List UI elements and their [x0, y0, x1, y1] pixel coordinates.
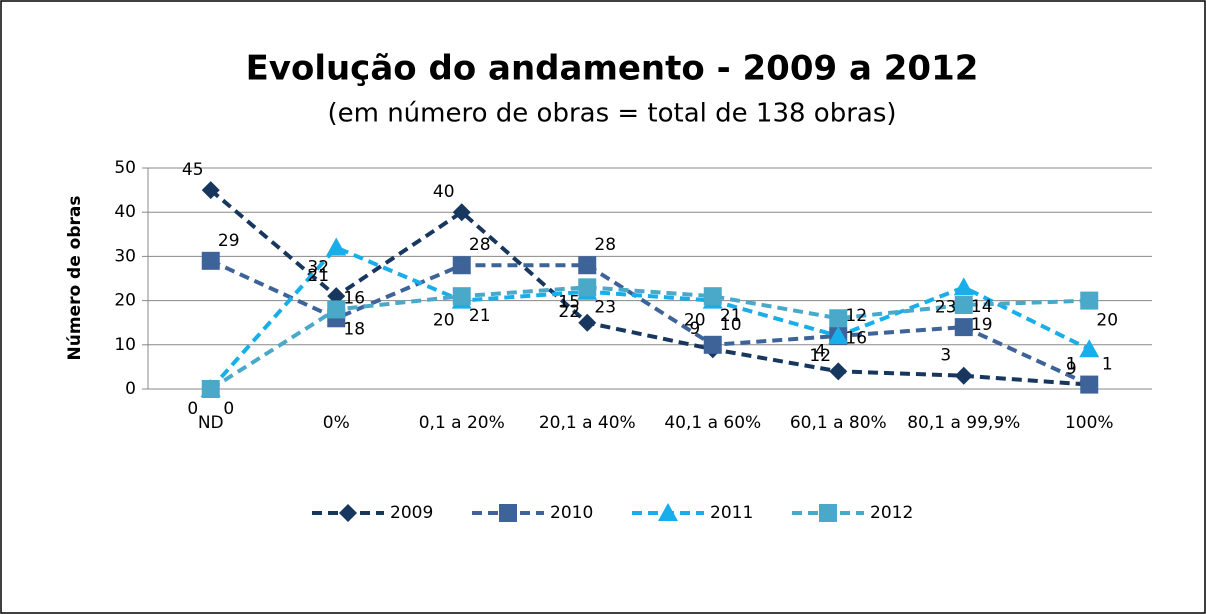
legend-label: 2011 [710, 503, 753, 523]
data-label: 0 [223, 399, 234, 419]
data-label: 3 [940, 346, 951, 366]
data-label: 18 [343, 319, 365, 339]
data-label: 20 [684, 311, 706, 331]
marker [658, 503, 678, 521]
data-label: 20 [433, 311, 455, 331]
marker [578, 256, 597, 275]
marker [339, 504, 357, 522]
marker [703, 287, 722, 306]
x-tick-label: ND [198, 413, 224, 433]
series-line [209, 285, 1090, 391]
data-label: 20 [1096, 311, 1118, 331]
y-tick-label: 30 [114, 246, 136, 266]
y-tick-label: 0 [125, 379, 136, 399]
data-label: 10 [720, 315, 742, 335]
marker [954, 296, 973, 315]
marker [829, 362, 848, 381]
marker [578, 313, 597, 332]
data-label: 32 [307, 258, 329, 278]
data-label: 15 [558, 293, 580, 313]
marker [452, 287, 471, 306]
data-label: 28 [594, 235, 616, 255]
data-label: 45 [182, 160, 204, 180]
y-tick-label: 50 [114, 158, 136, 178]
data-label: 4 [815, 341, 826, 361]
legend-label: 2012 [870, 503, 913, 523]
data-label: 23 [935, 297, 957, 317]
data-label: 22 [558, 302, 580, 322]
data-label: 23 [594, 297, 616, 317]
marker [1080, 291, 1099, 310]
data-label: 16 [343, 288, 365, 308]
y-tick-label: 20 [114, 291, 136, 311]
marker [1080, 375, 1099, 394]
marker [954, 318, 973, 337]
x-tick-label: 0,1 a 20% [419, 413, 505, 433]
marker [819, 504, 837, 522]
data-label: 21 [720, 306, 742, 326]
data-label: 21 [469, 306, 491, 326]
marker [201, 380, 220, 398]
data-label: 9 [689, 319, 700, 339]
y-tick-label: 10 [114, 335, 136, 355]
data-label: 28 [469, 235, 491, 255]
data-label: 12 [845, 306, 867, 326]
legend-label: 2009 [390, 503, 433, 523]
data-label: 16 [845, 328, 867, 348]
marker [828, 325, 849, 344]
data-label: 19 [971, 315, 993, 335]
marker [201, 181, 220, 200]
legend-label: 2010 [550, 503, 593, 523]
data-label: 29 [218, 231, 240, 251]
chart-title: Evolução do andamento - 2009 a 2012 [246, 49, 979, 89]
marker [703, 335, 722, 354]
y-tick-label: 40 [114, 202, 136, 222]
marker [326, 237, 347, 256]
x-tick-label: 60,1 a 80% [790, 413, 887, 433]
marker [327, 300, 346, 319]
data-label: 14 [971, 297, 993, 317]
marker [829, 309, 848, 328]
data-label: 40 [433, 182, 455, 202]
x-tick-label: 80,1 a 99,9% [907, 413, 1020, 433]
marker [1079, 339, 1100, 358]
data-label: 0 [187, 399, 198, 419]
marker [953, 277, 974, 296]
x-tick-label: 20,1 a 40% [539, 413, 636, 433]
series-line [209, 259, 1091, 387]
marker [499, 504, 517, 522]
marker [954, 366, 973, 385]
data-label: 9 [1066, 359, 1077, 379]
data-label: 1 [1066, 355, 1077, 375]
marker [452, 203, 471, 222]
data-label: 1 [1102, 355, 1113, 375]
chart-subtitle: (em número de obras = total de 138 obras… [327, 99, 896, 129]
x-tick-label: 0% [323, 413, 350, 433]
marker [578, 278, 597, 297]
marker [452, 256, 471, 275]
data-label: 21 [307, 266, 329, 286]
marker [201, 251, 220, 270]
x-tick-label: 40,1 a 60% [664, 413, 761, 433]
y-axis-label: Número de obras [65, 196, 85, 361]
series-line [209, 245, 1091, 391]
series-line [209, 188, 1090, 387]
x-tick-label: 100% [1065, 413, 1114, 433]
data-label: 12 [809, 346, 831, 366]
